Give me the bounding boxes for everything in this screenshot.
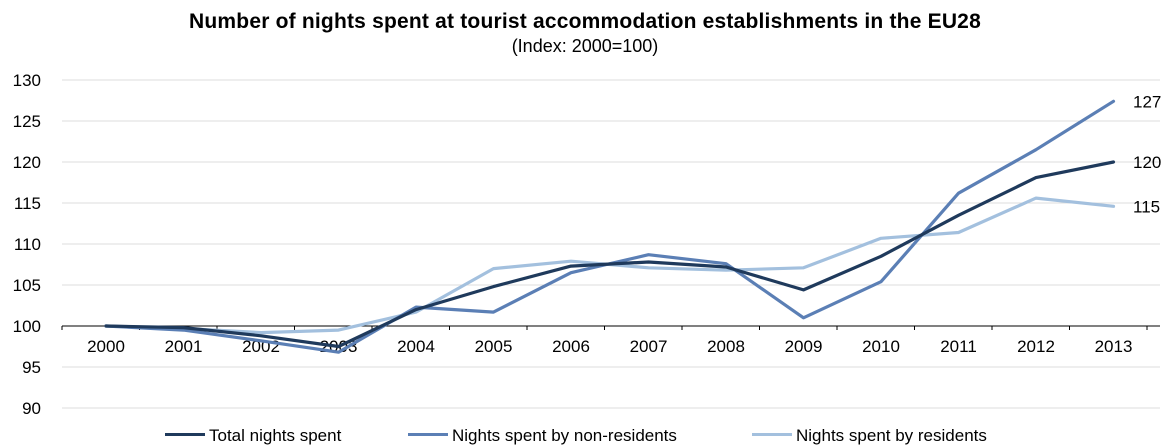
end-labels: 127 120 115	[1133, 92, 1161, 216]
x-tick-label: 2010	[862, 337, 900, 356]
x-tick-label: 2008	[707, 337, 745, 356]
legend-item-residents: Nights spent by residents	[752, 426, 987, 446]
x-tick-label: 2013	[1095, 337, 1133, 356]
y-axis: 90 95 100 105 110 115 120 125 130	[13, 71, 41, 418]
legend-item-non-residents: Nights spent by non-residents	[408, 426, 677, 446]
legend-label-total: Total nights spent	[209, 426, 341, 445]
legend: Total nights spent Nights spent by non-r…	[0, 426, 1170, 445]
x-tick-label: 2005	[475, 337, 513, 356]
x-tick-label: 2007	[630, 337, 668, 356]
y-tick-label: 95	[22, 358, 41, 377]
y-tick-label: 120	[13, 153, 41, 172]
gridlines	[62, 80, 1160, 408]
x-tick-label: 2000	[87, 337, 125, 356]
x-tick-label: 2011	[940, 337, 977, 356]
y-tick-label: 130	[13, 71, 41, 90]
x-tick-label: 2009	[785, 337, 823, 356]
legend-swatch-non-residents	[408, 433, 448, 436]
legend-label-non-residents: Nights spent by non-residents	[452, 426, 677, 445]
y-tick-label: 115	[14, 194, 41, 213]
x-tick-label: 2006	[552, 337, 590, 356]
y-tick-label: 110	[14, 235, 41, 254]
end-label-non-residents: 127	[1133, 92, 1161, 111]
y-tick-label: 105	[13, 276, 41, 295]
y-tick-label: 100	[13, 317, 41, 336]
end-label-residents: 115	[1133, 197, 1160, 216]
series-line-non-residents	[106, 101, 1114, 352]
series-group	[106, 101, 1114, 352]
legend-swatch-residents	[752, 433, 792, 436]
legend-item-total: Total nights spent	[165, 426, 341, 446]
x-tick-label: 2004	[397, 337, 435, 356]
y-tick-label: 90	[22, 399, 41, 418]
end-label-total: 120	[1133, 153, 1161, 172]
y-tick-label: 125	[13, 112, 41, 131]
x-tick-label: 2012	[1017, 337, 1055, 356]
legend-label-residents: Nights spent by residents	[796, 426, 987, 445]
legend-swatch-total	[165, 433, 205, 436]
x-tick-label: 2001	[165, 337, 203, 356]
